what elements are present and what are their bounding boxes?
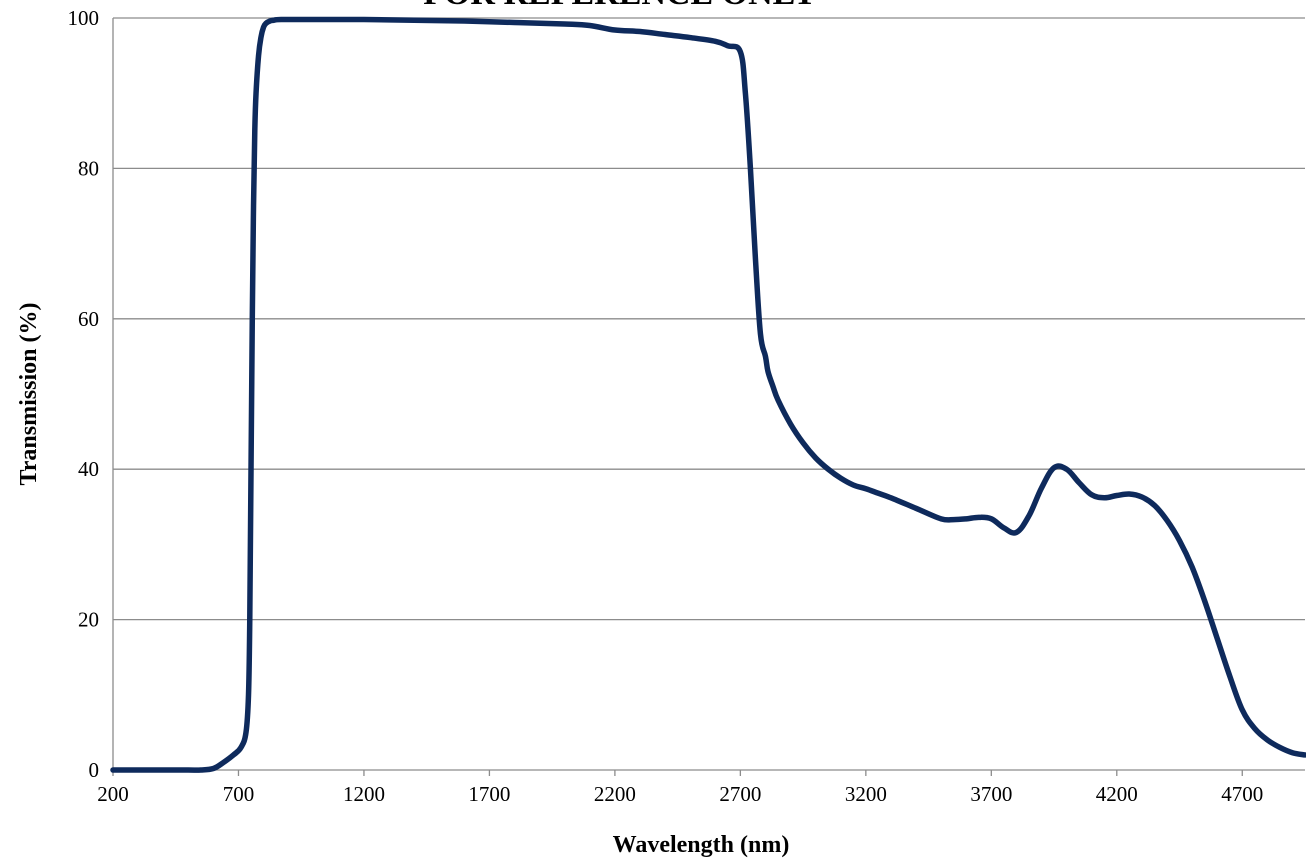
x-tick-label: 3200 bbox=[845, 782, 887, 806]
series-layer bbox=[110, 16, 1306, 773]
x-tick-label: 4700 bbox=[1221, 782, 1263, 806]
y-tick-label: 80 bbox=[78, 156, 99, 180]
x-tick-label: 700 bbox=[223, 782, 255, 806]
watermark-text: FOR REFERENCE ONLY bbox=[423, 0, 817, 12]
x-tick-label: 2200 bbox=[594, 782, 636, 806]
x-tick-label: 200 bbox=[97, 782, 129, 806]
x-tick-label: 4200 bbox=[1096, 782, 1138, 806]
x-tick-label: 2700 bbox=[719, 782, 761, 806]
x-tick-label: 3700 bbox=[970, 782, 1012, 806]
axes bbox=[112, 18, 1305, 776]
x-tick-label: 1700 bbox=[468, 782, 510, 806]
series-line-0 bbox=[110, 16, 1306, 773]
y-tick-label: 0 bbox=[89, 758, 100, 782]
y-axis-title: Transmission (%) bbox=[16, 303, 42, 486]
grid-lines bbox=[113, 17, 1305, 621]
x-tick-label: 1200 bbox=[343, 782, 385, 806]
y-tick-labels: 0 20 40 60 80 100 bbox=[68, 6, 100, 782]
y-tick-label: 20 bbox=[78, 608, 99, 632]
y-tick-label: 100 bbox=[68, 6, 100, 30]
y-tick-label: 60 bbox=[78, 307, 99, 331]
y-tick-label: 40 bbox=[78, 457, 99, 481]
x-axis-title: Wavelength (nm) bbox=[613, 832, 790, 858]
x-tick-labels: 200 700 1200 1700 2200 2700 3200 3700 4200 4700 bbox=[97, 782, 1263, 806]
